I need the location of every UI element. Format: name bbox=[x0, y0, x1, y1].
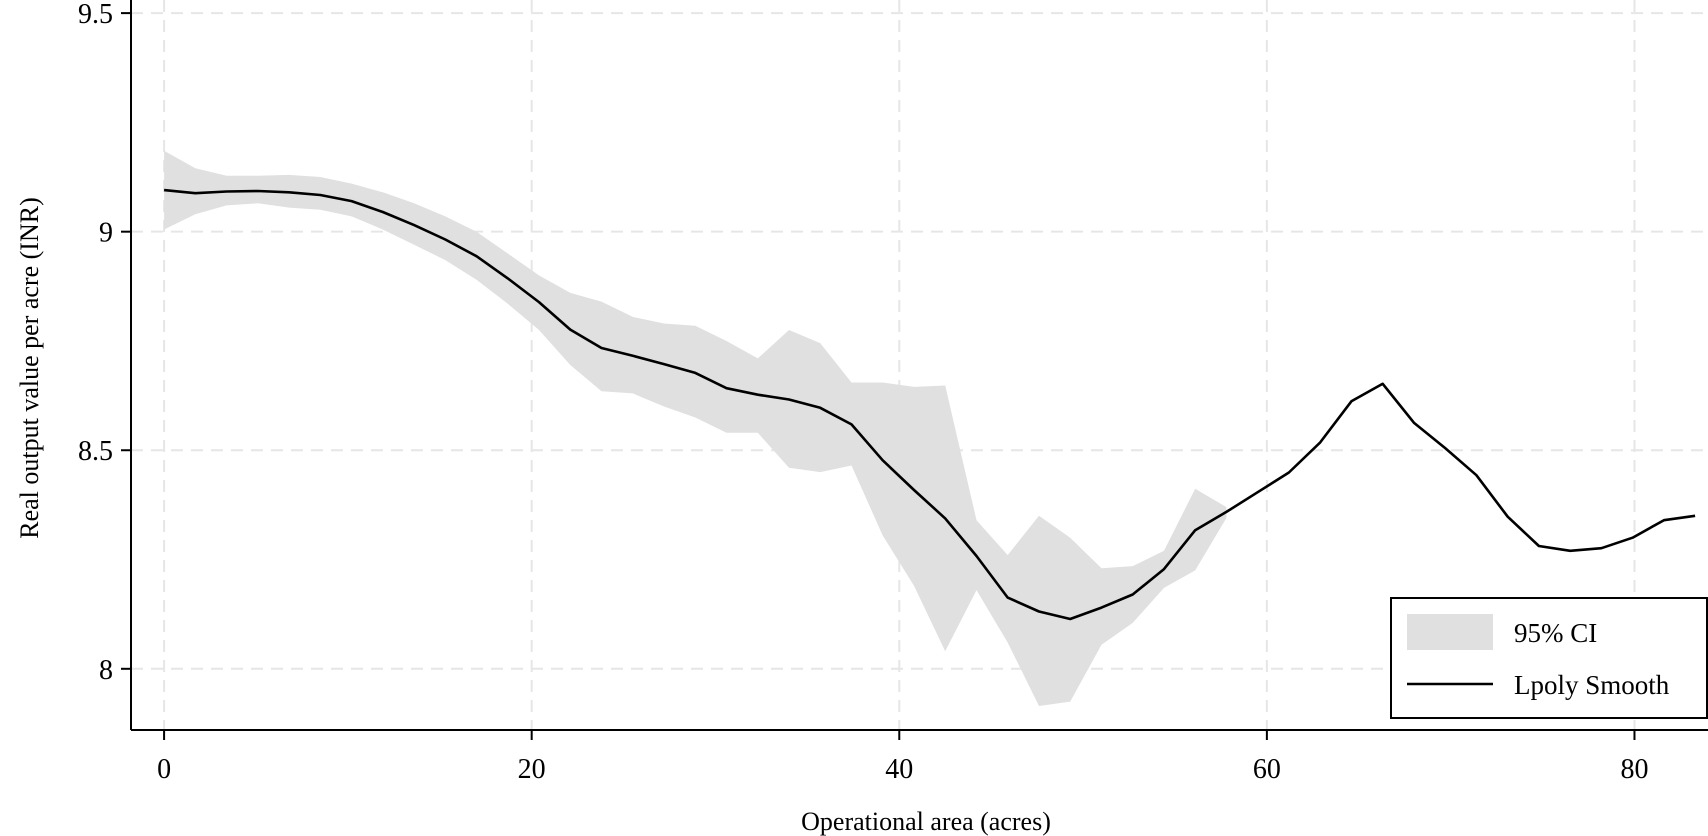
y-tick-label: 9.5 bbox=[78, 0, 113, 30]
y-tick-label: 8.5 bbox=[78, 436, 113, 467]
x-axis-title: Operational area (acres) bbox=[801, 807, 1051, 836]
x-tick-label: 0 bbox=[157, 754, 171, 785]
ci-band bbox=[164, 150, 1227, 707]
ticks: 0 20 40 60 80 8 8.5 9 9.5 bbox=[78, 0, 1648, 785]
legend-ci-swatch bbox=[1407, 614, 1493, 650]
legend-smooth-label: Lpoly Smooth bbox=[1514, 670, 1670, 700]
y-tick-label: 9 bbox=[99, 218, 113, 249]
y-tick-label: 8 bbox=[99, 655, 113, 686]
smooth-line-layer bbox=[163, 188, 1696, 621]
x-tick-label: 40 bbox=[885, 754, 913, 785]
legend-ci-label: 95% CI bbox=[1514, 618, 1597, 648]
x-tick-label: 20 bbox=[518, 754, 546, 785]
y-axis-title: Real output value per acre (INR) bbox=[15, 197, 44, 538]
legend: 95% CI Lpoly Smooth bbox=[1390, 597, 1708, 719]
lpoly-smooth-line bbox=[163, 188, 1696, 621]
ci-band-layer bbox=[164, 150, 1227, 707]
x-tick-label: 80 bbox=[1620, 754, 1648, 785]
x-tick-label: 60 bbox=[1253, 754, 1281, 785]
axes bbox=[130, 0, 1708, 731]
